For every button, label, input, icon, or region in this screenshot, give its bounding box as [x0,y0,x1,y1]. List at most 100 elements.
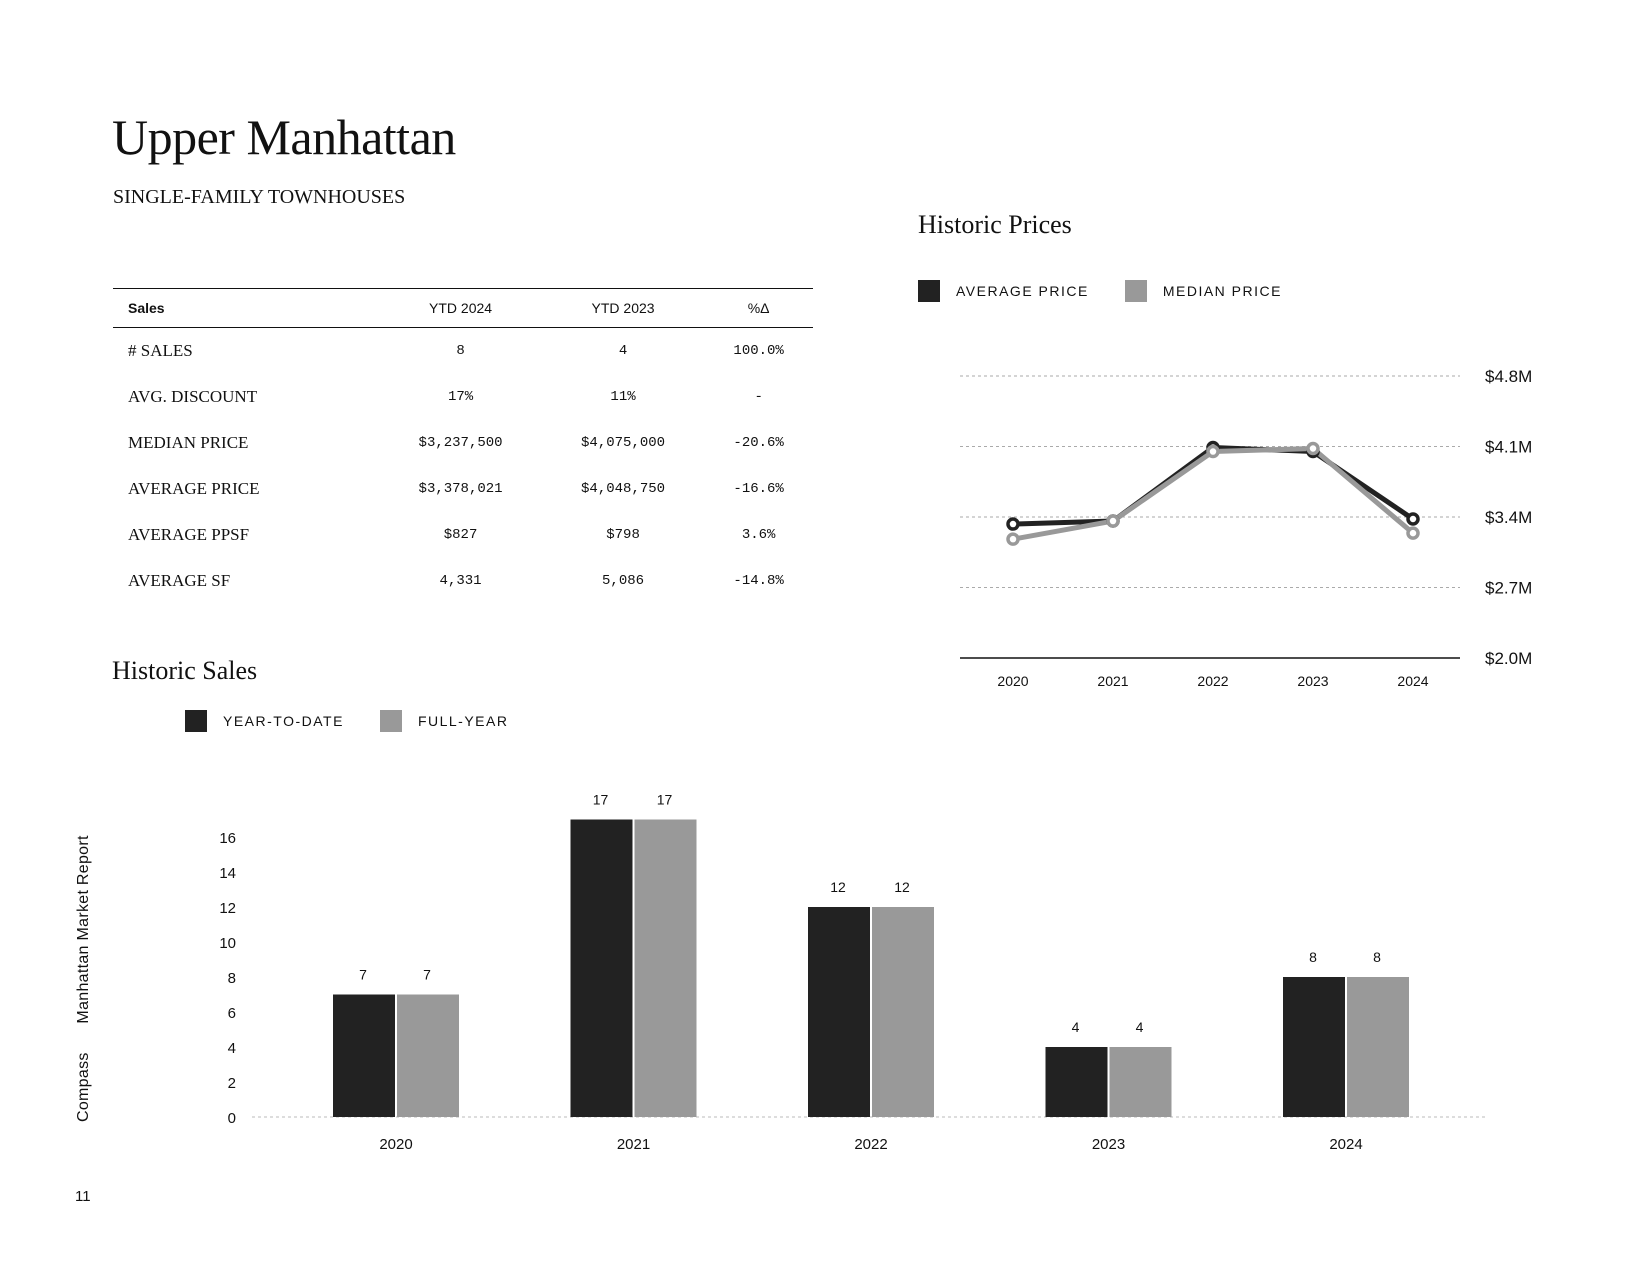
table-row: AVG. DISCOUNT 17% 11% - [113,374,813,420]
ytd-2023-value: 5,086 [602,573,645,589]
ytd-2023-value: $4,048,750 [581,481,666,497]
average-price-legend-label: AVERAGE PRICE [956,283,1089,299]
change-value: 100.0% [733,343,784,359]
full-year-legend-label: FULL-YEAR [417,713,509,729]
page-number: 11 [75,1188,91,1205]
table-row: MEDIAN PRICE $3,237,500 $4,075,000 -20.6… [113,420,813,466]
table-row: # SALES 8 4 100.0% [113,328,813,375]
data-label: 4 [1072,1019,1080,1035]
y-tick-label: 14 [219,865,236,882]
bar-year-to-date [570,819,633,1117]
x-tick-label: 2024 [1397,673,1428,689]
year-to-date-legend-label: YEAR-TO-DATE [223,713,344,729]
change-value: -20.6% [733,435,784,451]
bar-full-year [872,907,934,1117]
data-point-median-price [1406,526,1420,540]
data-label: 8 [1373,949,1381,965]
y-tick-label: 6 [228,1005,236,1022]
table-header-row: Sales YTD 2024 YTD 2023 %Δ [113,288,813,328]
data-label: 4 [1136,1019,1144,1035]
header-ytd-2024: YTD 2024 [379,288,542,328]
brand-name: Compass [75,1052,92,1122]
ytd-2023-value: $798 [606,527,640,543]
y-tick-label: $4.1M [1485,438,1532,457]
data-label: 8 [1309,949,1317,965]
historic-sales-title: Historic Sales [112,656,258,685]
x-tick-label: 2023 [1297,673,1328,689]
row-label: AVERAGE PRICE [128,479,260,498]
report-name: Manhattan Market Report [75,835,92,1024]
ytd-2024-value: $3,378,021 [418,481,503,497]
y-tick-label: 10 [219,935,236,952]
x-tick-label: 2020 [379,1136,412,1150]
full-year-swatch [379,710,402,732]
header-sales: Sales [113,288,380,328]
x-tick-label: 2022 [854,1136,887,1150]
bar-year-to-date [808,907,870,1117]
ytd-2024-value: 8 [456,343,465,359]
series-line-average-price [1012,445,1415,527]
bar-full-year [1109,1047,1172,1117]
row-label: AVG. DISCOUNT [128,387,258,406]
ytd-2024-value: $827 [443,527,478,543]
row-label: MEDIAN PRICE [128,433,249,452]
data-label: 7 [423,967,431,983]
data-point-median-price [1306,441,1320,456]
average-price-swatch [918,280,940,302]
table-row: AVERAGE PPSF $827 $798 3.6% [113,512,813,558]
bar-year-to-date [1045,1047,1108,1117]
y-tick-label: 8 [228,970,236,987]
x-tick-label: 2022 [1197,673,1228,689]
y-tick-label: $4.8M [1485,367,1532,386]
y-tick-label: $2.7M [1485,579,1532,598]
data-point-median-price [1106,514,1120,528]
data-label: 7 [359,967,367,983]
change-value: -16.6% [733,481,784,497]
median-price-legend-label: MEDIAN PRICE [1162,283,1282,299]
y-tick-label: 0 [228,1110,236,1127]
bar-year-to-date [1283,977,1345,1117]
change-value: -14.8% [733,573,784,589]
y-tick-label: $3.4M [1485,508,1532,527]
y-tick-label: 16 [219,830,236,847]
historic-prices-title: Historic Prices [918,210,1072,239]
ytd-2024-value: 17% [447,389,474,405]
data-label: 12 [894,879,910,895]
bar-full-year [397,994,459,1117]
x-tick-label: 2024 [1329,1136,1362,1150]
data-point-median-price [1006,532,1020,546]
ytd-2024-value: $3,237,500 [418,435,503,451]
ytd-2023-value: $4,075,000 [581,435,666,451]
y-tick-label: 4 [228,1040,236,1057]
table-row: AVERAGE PRICE $3,378,021 $4,048,750 -16.… [113,466,813,512]
side-footer: Compass Manhattan Market Report [75,811,93,1122]
change-value: - [754,389,763,405]
x-tick-label: 2021 [617,1136,650,1150]
sales-legend: YEAR-TO-DATE FULL-YEAR [185,710,544,732]
historic-prices-chart: $2.0M $2.7M $3.4M $4.1M $4.8M 2020 2021 2022 202… [960,367,1532,689]
x-tick-label: 2020 [997,673,1028,689]
page-title: Upper Manhattan [112,109,456,165]
header-ytd-2023: YTD 2023 [541,288,705,328]
ytd-2023-value: 11% [610,389,636,405]
x-tick-label: 2023 [1092,1136,1125,1150]
data-label: 12 [830,879,846,895]
data-point-average-price [1006,517,1020,531]
change-value: 3.6% [741,527,776,543]
ytd-2023-value: 4 [618,343,628,359]
bar-year-to-date [333,994,395,1117]
x-tick-label: 2021 [1097,673,1128,689]
ytd-2024-value: 4,331 [439,573,482,589]
page-subtitle: SINGLE-FAMILY TOWNHOUSES [113,186,406,208]
bar-full-year [1347,977,1409,1117]
bar-full-year [634,819,697,1117]
y-tick-label: 2 [228,1075,236,1092]
series-line-median-price [1012,446,1415,542]
year-to-date-swatch [185,710,207,732]
sales-table: Sales YTD 2024 YTD 2023 %Δ # SALES 8 4 1… [113,288,813,604]
y-tick-label: $2.0M [1485,649,1532,668]
historic-sales-chart: 0 2 4 6 8 10 12 14 16 7 7 2020 17 17 2021 12 12 2022 4 4 202… [219,792,1488,1150]
row-label: # SALES [128,341,193,360]
row-label: AVERAGE SF [128,571,231,590]
header-change: %Δ [704,288,813,328]
